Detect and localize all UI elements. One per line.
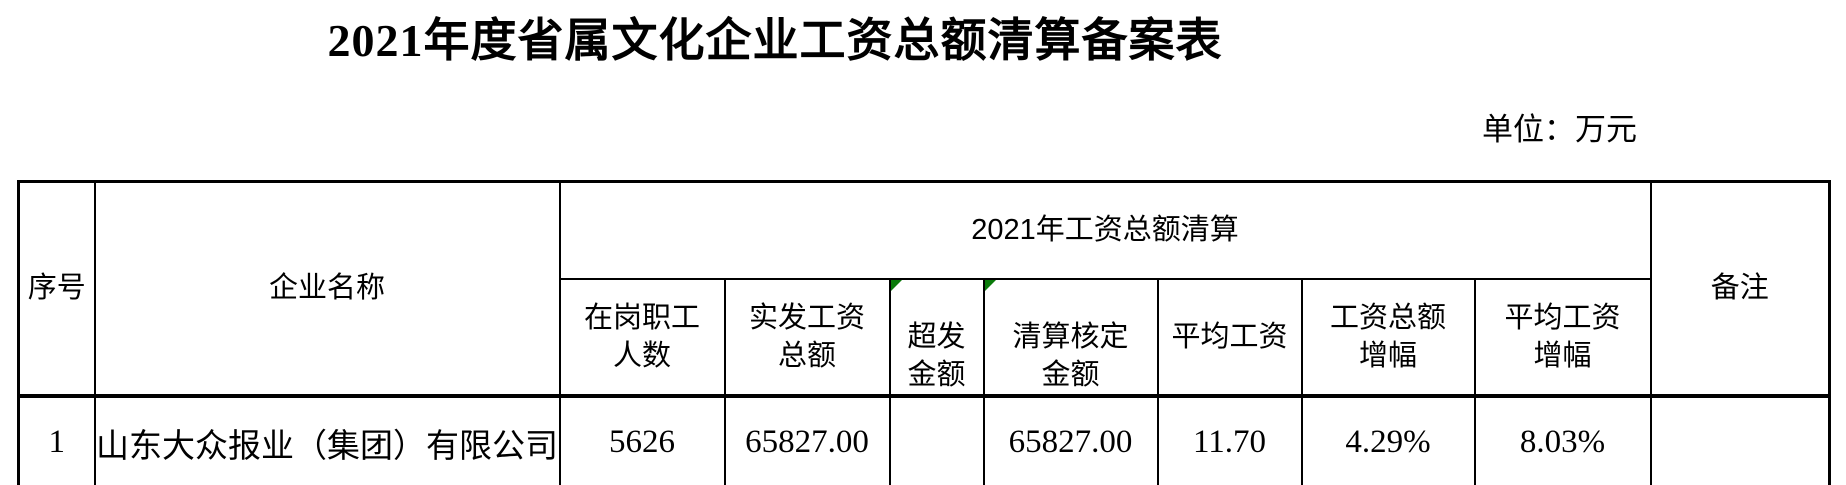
cell-actual-wage-total: 65827.00	[723, 393, 891, 485]
header-remark: 备注	[1649, 180, 1831, 397]
header-group-2021-settlement: 2021年工资总额清算	[558, 180, 1652, 280]
wage-settlement-filing-table: 序号 企业名称 2021年工资总额清算 备注 在岗职工 人数 实发工资 总额 超…	[17, 180, 1832, 485]
header-settlement-approved-amount-label: 清算核定 金额	[1012, 320, 1129, 391]
header-settlement-approved-amount: 清算核定 金额	[982, 277, 1159, 397]
cell-average-wage: 11.70	[1156, 393, 1303, 485]
header-overpaid-amount-label: 超发 金额	[907, 320, 966, 391]
header-row-sub: 在岗职工 人数 实发工资 总额 超发 金额 清算核定 金额 平均工资 工资总额 …	[19, 277, 1830, 397]
cell-index: 1	[17, 393, 96, 485]
excel-error-indicator-icon	[985, 280, 996, 291]
header-average-wage: 平均工资	[1156, 277, 1303, 397]
cell-average-wage-growth: 8.03%	[1473, 393, 1652, 485]
cell-settlement-approved-amount: 65827.00	[982, 393, 1159, 485]
header-company: 企业名称	[93, 180, 561, 397]
cell-on-duty-staff: 5626	[558, 393, 726, 485]
header-index: 序号	[17, 180, 96, 397]
page-title: 2021年度省属文化企业工资总额清算备案表	[327, 15, 1223, 66]
cell-overpaid-amount	[888, 393, 985, 485]
unit-label: 单位：万元	[1482, 112, 1637, 147]
cell-wage-total-growth: 4.29%	[1300, 393, 1476, 485]
header-on-duty-staff: 在岗职工 人数	[558, 277, 726, 397]
header-overpaid-amount: 超发 金额	[888, 277, 985, 397]
cell-company: 山东大众报业（集团）有限公司	[93, 393, 561, 485]
header-wage-total-growth: 工资总额 增幅	[1300, 277, 1476, 397]
table-row: 1 山东大众报业（集团）有限公司 5626 65827.00 65827.00 …	[17, 393, 1831, 485]
excel-error-indicator-icon	[891, 280, 902, 291]
cell-remark	[1649, 393, 1831, 485]
header-row-top: 序号 企业名称 2021年工资总额清算 备注	[17, 180, 1831, 397]
header-actual-wage-total: 实发工资 总额	[723, 277, 891, 397]
header-average-wage-growth: 平均工资 增幅	[1473, 277, 1652, 397]
